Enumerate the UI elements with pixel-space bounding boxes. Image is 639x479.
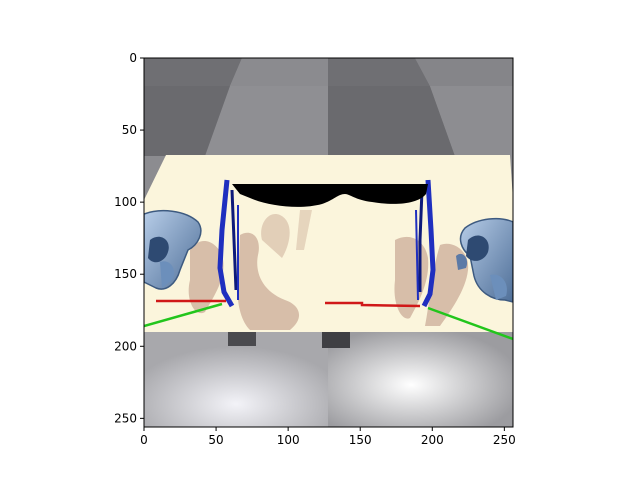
green-lines (144, 302, 513, 341)
axes-frame (143, 57, 514, 428)
y-tick-label: 250 (114, 411, 137, 425)
y-tick-label: 0 (129, 51, 137, 65)
x-axis: 0 50 100 150 200 250 (140, 427, 516, 447)
right-gripper (415, 179, 436, 308)
sunglasses (232, 184, 428, 207)
y-tick-label: 50 (122, 123, 137, 137)
left-gripper (217, 179, 239, 308)
x-tick-label: 0 (140, 433, 148, 447)
green-line-right (427, 306, 513, 341)
y-axis: 0 50 100 150 200 250 (114, 51, 144, 425)
x-tick-label: 250 (493, 433, 516, 447)
green-line-left (144, 302, 223, 328)
y-tick-label: 150 (114, 267, 137, 281)
x-tick-label: 150 (349, 433, 372, 447)
lower-panel (144, 332, 513, 427)
red-lines (156, 299, 421, 308)
scene-image (144, 58, 513, 427)
x-tick-label: 100 (277, 433, 300, 447)
y-tick-label: 100 (114, 195, 137, 209)
red-line-right (325, 301, 421, 308)
x-tick-label: 50 (208, 433, 223, 447)
x-tick-label: 200 (421, 433, 444, 447)
right-robot-hand (456, 217, 513, 303)
y-tick-label: 200 (114, 339, 137, 353)
left-robot-hand (144, 209, 202, 290)
